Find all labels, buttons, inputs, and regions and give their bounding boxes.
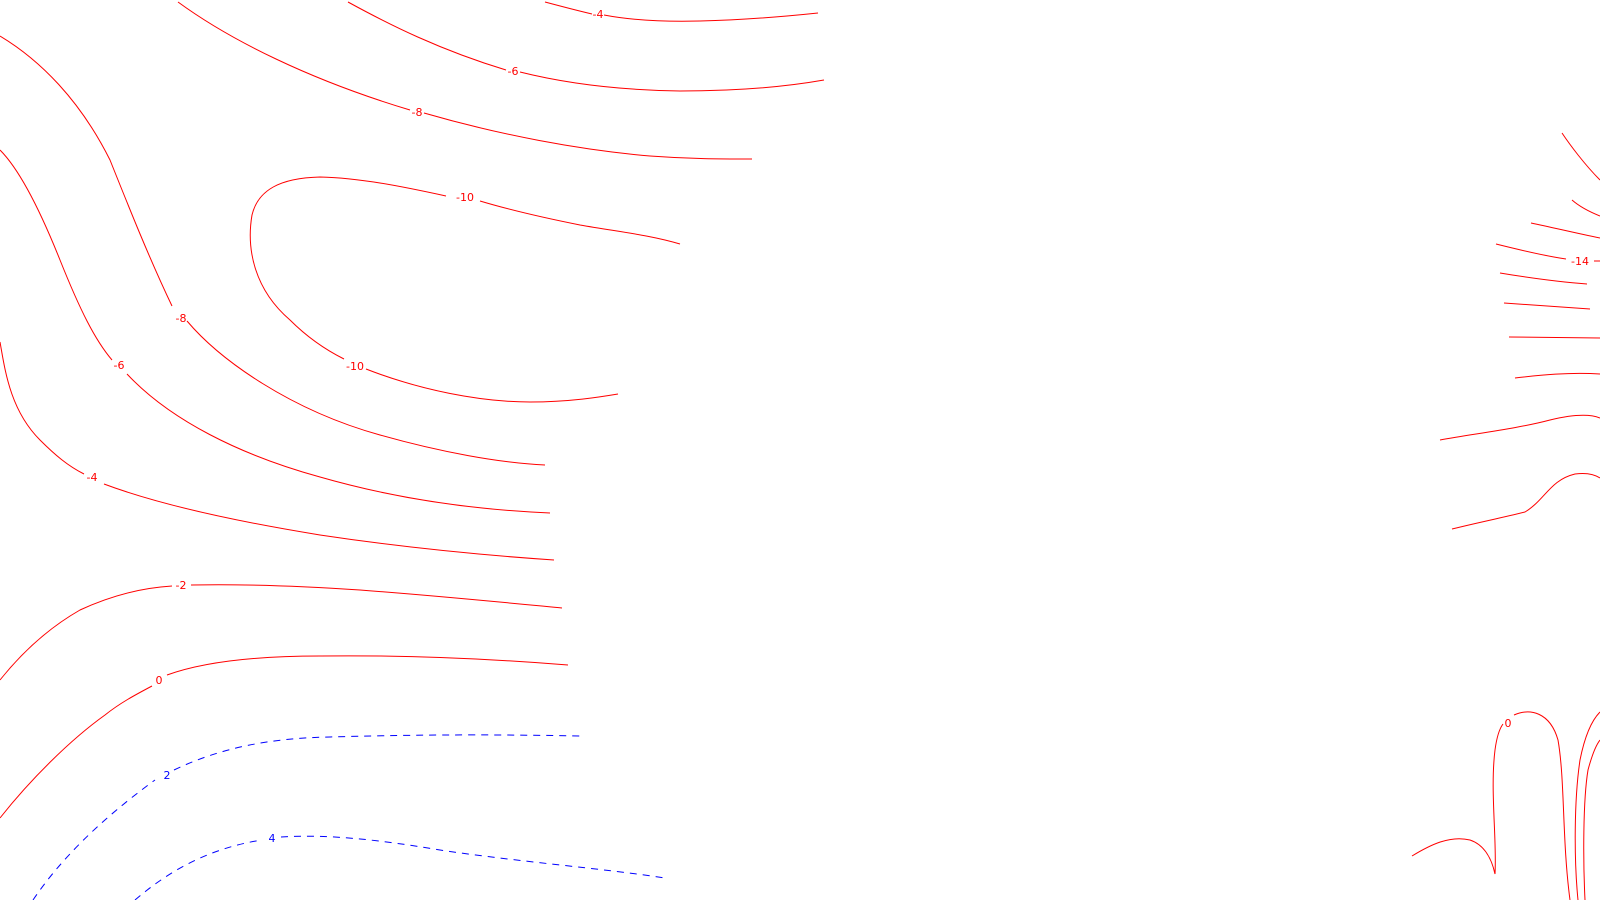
contour-line	[134, 835, 666, 900]
contour-line	[1503, 302, 1591, 310]
contour-label: -10	[346, 360, 364, 373]
contour-line	[0, 149, 551, 514]
contour-line	[0, 655, 569, 819]
contour-line	[0, 35, 546, 466]
contour-line	[1439, 414, 1600, 441]
contour-label: 0	[156, 674, 163, 687]
contour-line	[177, 1, 753, 160]
contour-line	[1499, 272, 1588, 285]
contour-line	[1451, 473, 1600, 530]
contour-label: -4	[593, 8, 604, 21]
contour-label: -8	[412, 106, 423, 119]
contour-line	[544, 1, 819, 22]
contour-label: -2	[176, 579, 187, 592]
contour-label: 4	[269, 832, 276, 845]
contour-line	[1574, 711, 1600, 900]
contour-label: -14	[1571, 255, 1589, 268]
contour-label: 0	[1505, 717, 1512, 730]
contour-label: -4	[87, 471, 98, 484]
contour-line	[1514, 372, 1600, 379]
contour-line	[1530, 222, 1600, 239]
contour-line	[0, 584, 563, 681]
contour-line	[0, 341, 555, 561]
contour-line	[1411, 711, 1571, 900]
contour-line	[1583, 739, 1600, 900]
contour-label: -10	[456, 191, 474, 204]
contour-label: -6	[114, 359, 125, 372]
contour-line	[1495, 243, 1600, 262]
contour-line	[249, 176, 681, 403]
contour-label: -6	[508, 65, 519, 78]
contour-line	[1508, 336, 1600, 339]
contour-line	[1561, 132, 1600, 181]
contour-label: 2	[164, 769, 171, 782]
contour-label: -8	[176, 312, 187, 325]
contour-line	[1571, 199, 1600, 217]
contour-line	[32, 734, 581, 900]
contour-line	[347, 1, 825, 92]
